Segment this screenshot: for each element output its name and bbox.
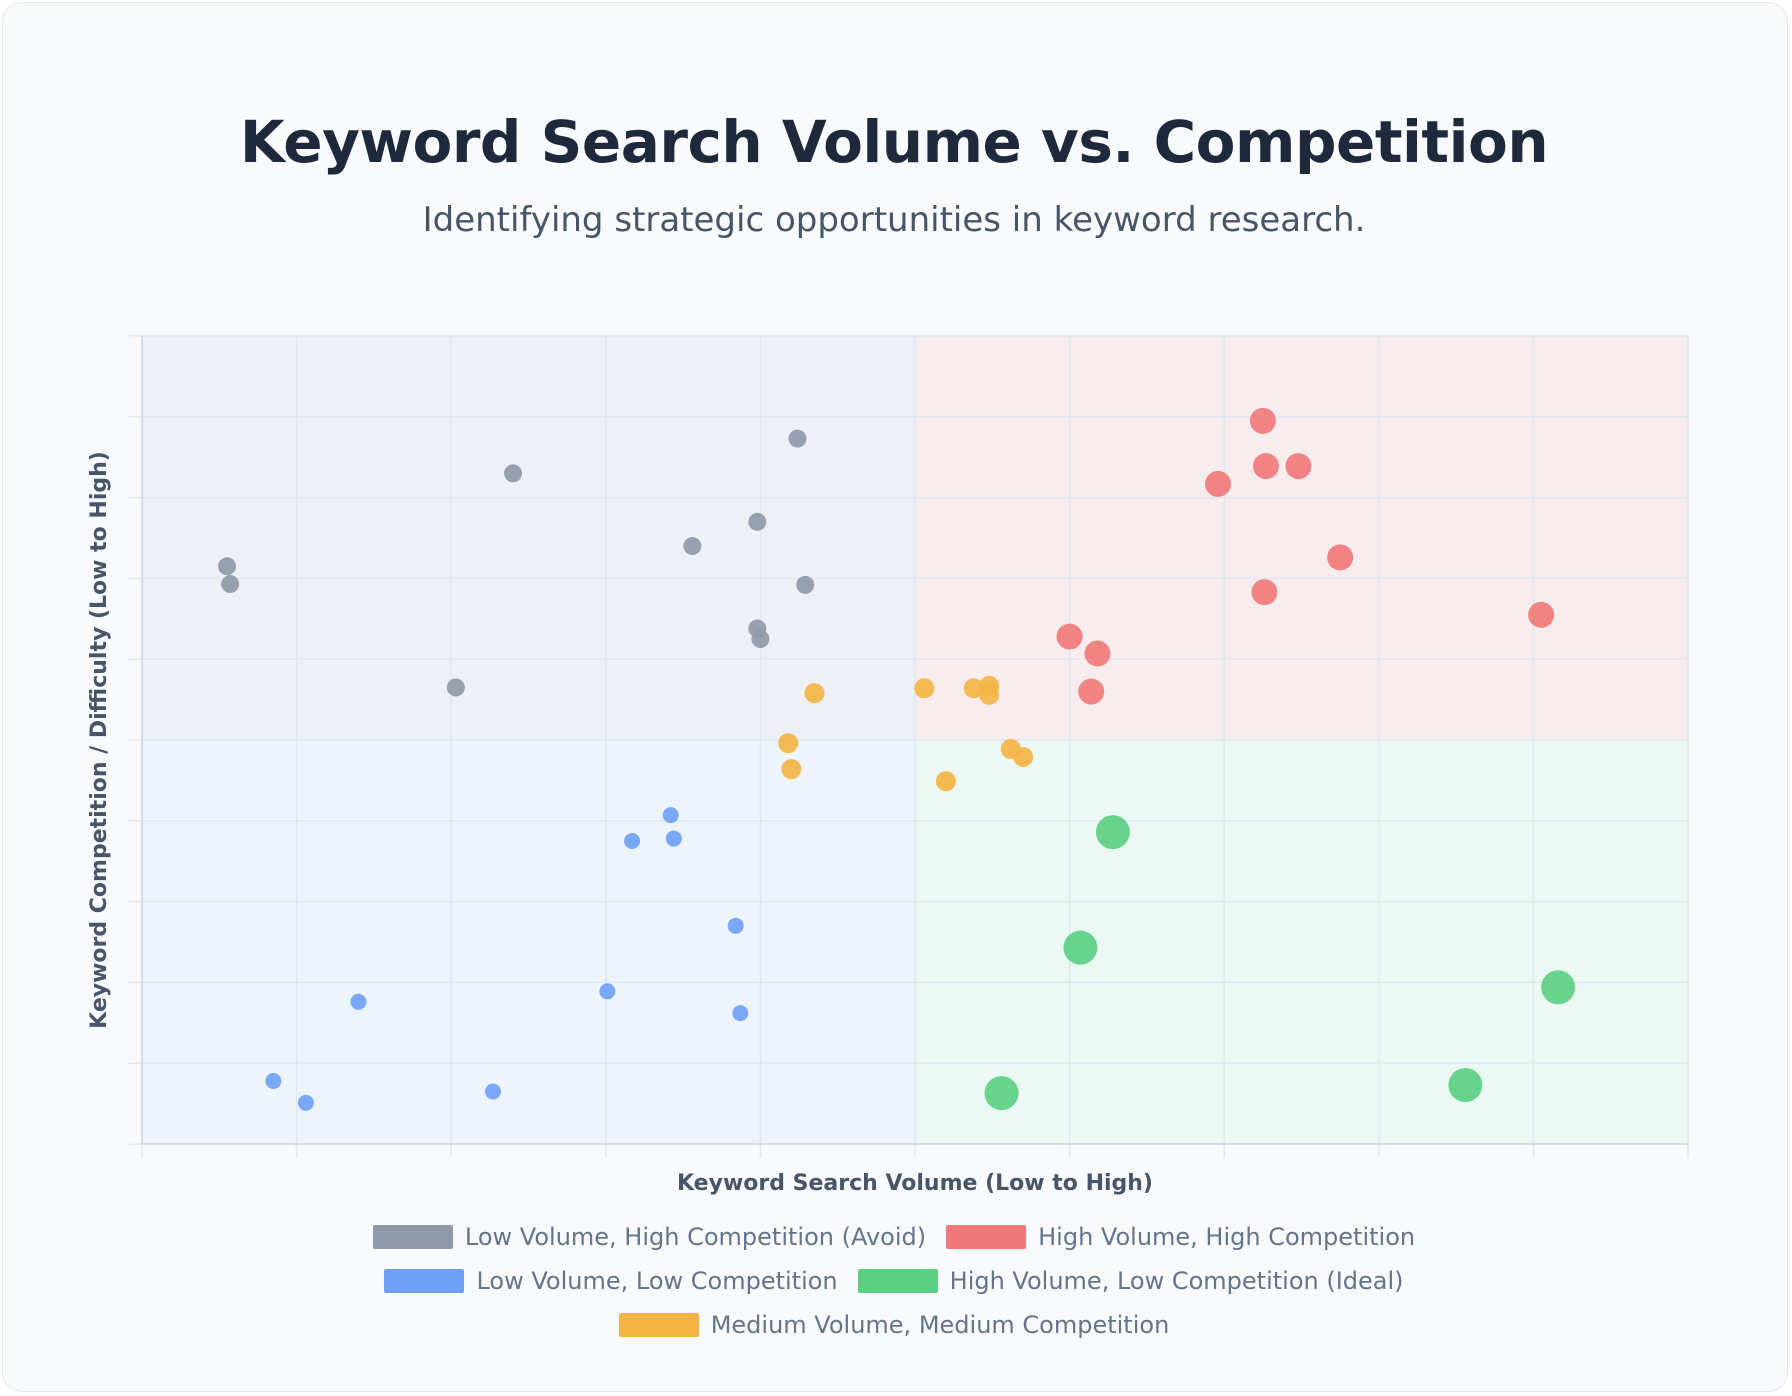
data-point-series-2: [662, 807, 679, 824]
legend-item-1[interactable]: High Volume, High Competition: [946, 1222, 1415, 1252]
data-point-series-1: [1252, 453, 1279, 480]
legend-swatch: [857, 1269, 938, 1293]
data-point-series-0: [504, 464, 523, 483]
data-point-series-1: [1327, 544, 1354, 571]
chart-title: Keyword Search Volume vs. Competition: [239, 108, 1549, 176]
data-point-series-2: [265, 1072, 282, 1089]
data-point-series-0: [788, 429, 807, 448]
data-point-series-2: [732, 1005, 749, 1022]
quadrant-1: [915, 336, 1688, 740]
data-point-series-1: [1251, 579, 1278, 606]
data-point-series-1: [1528, 601, 1555, 628]
legend-item-2[interactable]: Low Volume, Low Competition: [384, 1266, 838, 1296]
legend-item-4[interactable]: Medium Volume, Medium Competition: [618, 1310, 1170, 1340]
legend-label: Low Volume, Low Competition: [476, 1267, 838, 1295]
data-point-series-2: [350, 993, 367, 1010]
data-point-series-2: [624, 833, 641, 849]
data-points: [218, 407, 1576, 1111]
quadrant-2: [142, 740, 915, 1144]
data-point-series-3: [1448, 1068, 1483, 1103]
legend-swatch: [372, 1225, 453, 1249]
data-point-series-0: [748, 512, 767, 531]
data-point-series-0: [751, 630, 770, 648]
data-point-series-4: [979, 684, 1000, 705]
data-point-series-3: [984, 1076, 1019, 1111]
chart-legend: Low Volume, High Competition (Avoid) High…: [0, 1222, 1788, 1340]
data-point-series-0: [683, 537, 702, 556]
x-axis-label: Keyword Search Volume (Low to High): [677, 1171, 1153, 1196]
data-point-series-2: [727, 917, 744, 934]
data-point-series-0: [446, 678, 465, 697]
data-point-series-4: [935, 771, 956, 792]
data-point-series-3: [1541, 970, 1576, 1005]
legend-item-0[interactable]: Low Volume, High Competition (Avoid): [372, 1222, 927, 1252]
data-point-series-2: [484, 1083, 501, 1100]
y-axis-label: Keyword Competition / Difficulty (Low to…: [87, 451, 112, 1029]
data-point-series-2: [599, 983, 616, 1000]
data-point-series-0: [796, 575, 815, 594]
quadrant-backgrounds: [142, 336, 1688, 1144]
data-point-series-3: [1063, 930, 1098, 965]
legend-label: High Volume, High Competition: [1038, 1223, 1416, 1251]
chart-subtitle: Identifying strategic opportunities in k…: [422, 200, 1366, 240]
data-point-series-4: [781, 759, 802, 780]
data-point-series-4: [963, 678, 984, 699]
data-point-series-0: [218, 557, 237, 576]
data-point-series-0: [221, 575, 240, 594]
data-point-series-3: [1095, 815, 1130, 850]
data-point-series-4: [804, 683, 825, 704]
data-point-series-2: [665, 830, 682, 847]
quadrant-0: [142, 336, 915, 740]
axes: [141, 336, 1688, 1145]
data-point-series-4: [778, 733, 799, 754]
legend-swatch: [618, 1313, 699, 1337]
legend-item-3[interactable]: High Volume, Low Competition (Ideal): [857, 1266, 1404, 1296]
quadrant-3: [915, 740, 1688, 1144]
data-point-series-1: [1084, 640, 1111, 667]
scatter-chart: Keyword Search Volume (Low to High) Keyw…: [87, 335, 1689, 1196]
data-point-series-4: [1013, 746, 1034, 767]
data-point-series-4: [914, 678, 935, 699]
data-point-series-1: [1249, 407, 1276, 434]
legend-swatch: [946, 1225, 1027, 1249]
data-point-series-1: [1056, 623, 1083, 650]
data-point-series-2: [297, 1094, 314, 1111]
data-point-series-1: [1078, 678, 1105, 705]
legend-label: High Volume, Low Competition (Ideal): [949, 1267, 1404, 1295]
legend-label: Medium Volume, Medium Competition: [710, 1311, 1170, 1339]
data-point-series-1: [1205, 470, 1232, 497]
data-point-series-1: [1285, 453, 1312, 480]
legend-label: Low Volume, High Competition (Avoid): [464, 1223, 927, 1251]
legend-swatch: [384, 1269, 465, 1293]
